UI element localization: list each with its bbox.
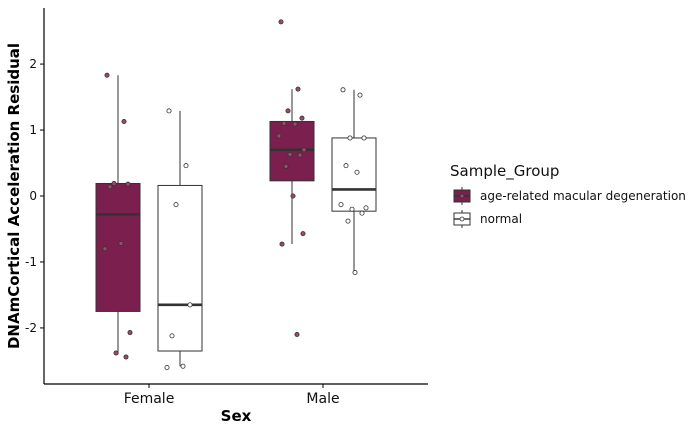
data-point [299,115,305,121]
data-point [166,108,172,114]
legend-key-point [459,193,465,199]
data-point [278,19,284,25]
data-point [281,120,287,126]
plot-area [95,19,377,371]
data-point [300,231,306,237]
legend-item: normal [453,210,522,228]
data-point [357,92,363,98]
legend-items: age-related macular degeneration normal [453,187,686,228]
x-axis-ticks: Female Male [124,384,340,407]
data-point [104,72,110,78]
data-point [285,108,291,114]
legend-label: normal [480,212,522,226]
box-group [269,19,315,338]
y-tick-label: 1 [29,123,37,137]
data-point [111,180,117,186]
data-point [113,350,119,356]
data-point [340,87,346,93]
data-point [290,193,296,199]
data-point [297,152,303,158]
x-tick-label: Male [306,391,339,407]
data-point [118,240,124,246]
x-tick-label: Female [124,391,175,407]
data-point [361,135,367,141]
y-tick-label: -1 [25,255,37,269]
box [157,184,203,352]
box [331,137,377,212]
data-point [164,365,170,371]
y-tick-label: 0 [29,189,37,203]
data-point [349,206,355,212]
data-point [338,202,344,208]
box-group [157,108,203,371]
data-point [127,330,133,336]
data-point [121,118,127,124]
data-point [294,332,300,338]
data-point [343,163,349,169]
data-point [107,184,113,190]
data-point [287,151,293,157]
data-point [292,121,298,127]
data-point [180,363,186,369]
data-point [363,205,369,211]
data-point [125,181,131,187]
data-point [276,133,282,139]
data-point [187,302,193,308]
data-point [354,169,360,175]
y-tick-label: -2 [25,321,37,335]
data-point [359,210,365,216]
data-point [301,147,307,153]
data-point [345,218,351,224]
box [95,182,141,312]
data-point [352,270,358,276]
data-point [295,86,301,92]
legend: Sample_Group age-related macular degener… [450,162,686,228]
box [269,120,315,182]
box-group [95,72,141,360]
y-axis-title: DNAmCortical Acceleration Residual [5,43,23,349]
data-point [183,163,189,169]
legend-label: age-related macular degeneration [480,189,686,203]
y-axis-ticks: -2 -1 0 1 2 [25,57,44,335]
legend-item: age-related macular degeneration [453,187,686,205]
data-point [169,333,175,339]
data-point [123,354,129,360]
data-point [283,163,289,169]
data-point [347,135,353,141]
data-point [102,246,108,252]
data-point [279,241,285,247]
x-axis-title: Sex [221,407,252,425]
legend-key-point [459,216,465,222]
legend-title: Sample_Group [450,162,559,181]
box-group [331,87,377,276]
data-point [173,202,179,208]
y-tick-label: 2 [29,57,37,71]
